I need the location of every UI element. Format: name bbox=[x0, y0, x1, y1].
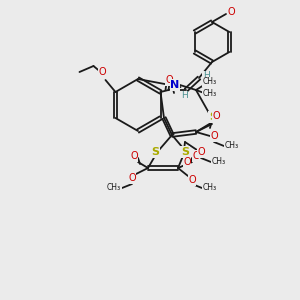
Text: O: O bbox=[128, 173, 136, 183]
Text: CH₃: CH₃ bbox=[225, 142, 239, 151]
Text: O: O bbox=[99, 67, 106, 77]
Text: O: O bbox=[212, 111, 220, 121]
Text: O: O bbox=[183, 157, 191, 167]
Text: S: S bbox=[209, 112, 217, 122]
Text: O: O bbox=[192, 151, 200, 161]
Text: N: N bbox=[170, 80, 180, 90]
Text: CH₃: CH₃ bbox=[203, 89, 217, 98]
Text: O: O bbox=[197, 147, 205, 157]
Text: H: H bbox=[181, 92, 188, 100]
Text: O: O bbox=[130, 151, 138, 161]
Text: CH₃: CH₃ bbox=[203, 77, 217, 86]
Text: CH₃: CH₃ bbox=[212, 158, 226, 166]
Text: H: H bbox=[202, 71, 209, 80]
Text: S: S bbox=[181, 147, 189, 157]
Text: CH₃: CH₃ bbox=[203, 184, 217, 193]
Text: O: O bbox=[165, 75, 173, 85]
Text: O: O bbox=[210, 131, 218, 141]
Text: O: O bbox=[227, 7, 235, 17]
Text: CH₃: CH₃ bbox=[107, 184, 121, 193]
Text: S: S bbox=[151, 147, 159, 157]
Text: O: O bbox=[188, 175, 196, 185]
